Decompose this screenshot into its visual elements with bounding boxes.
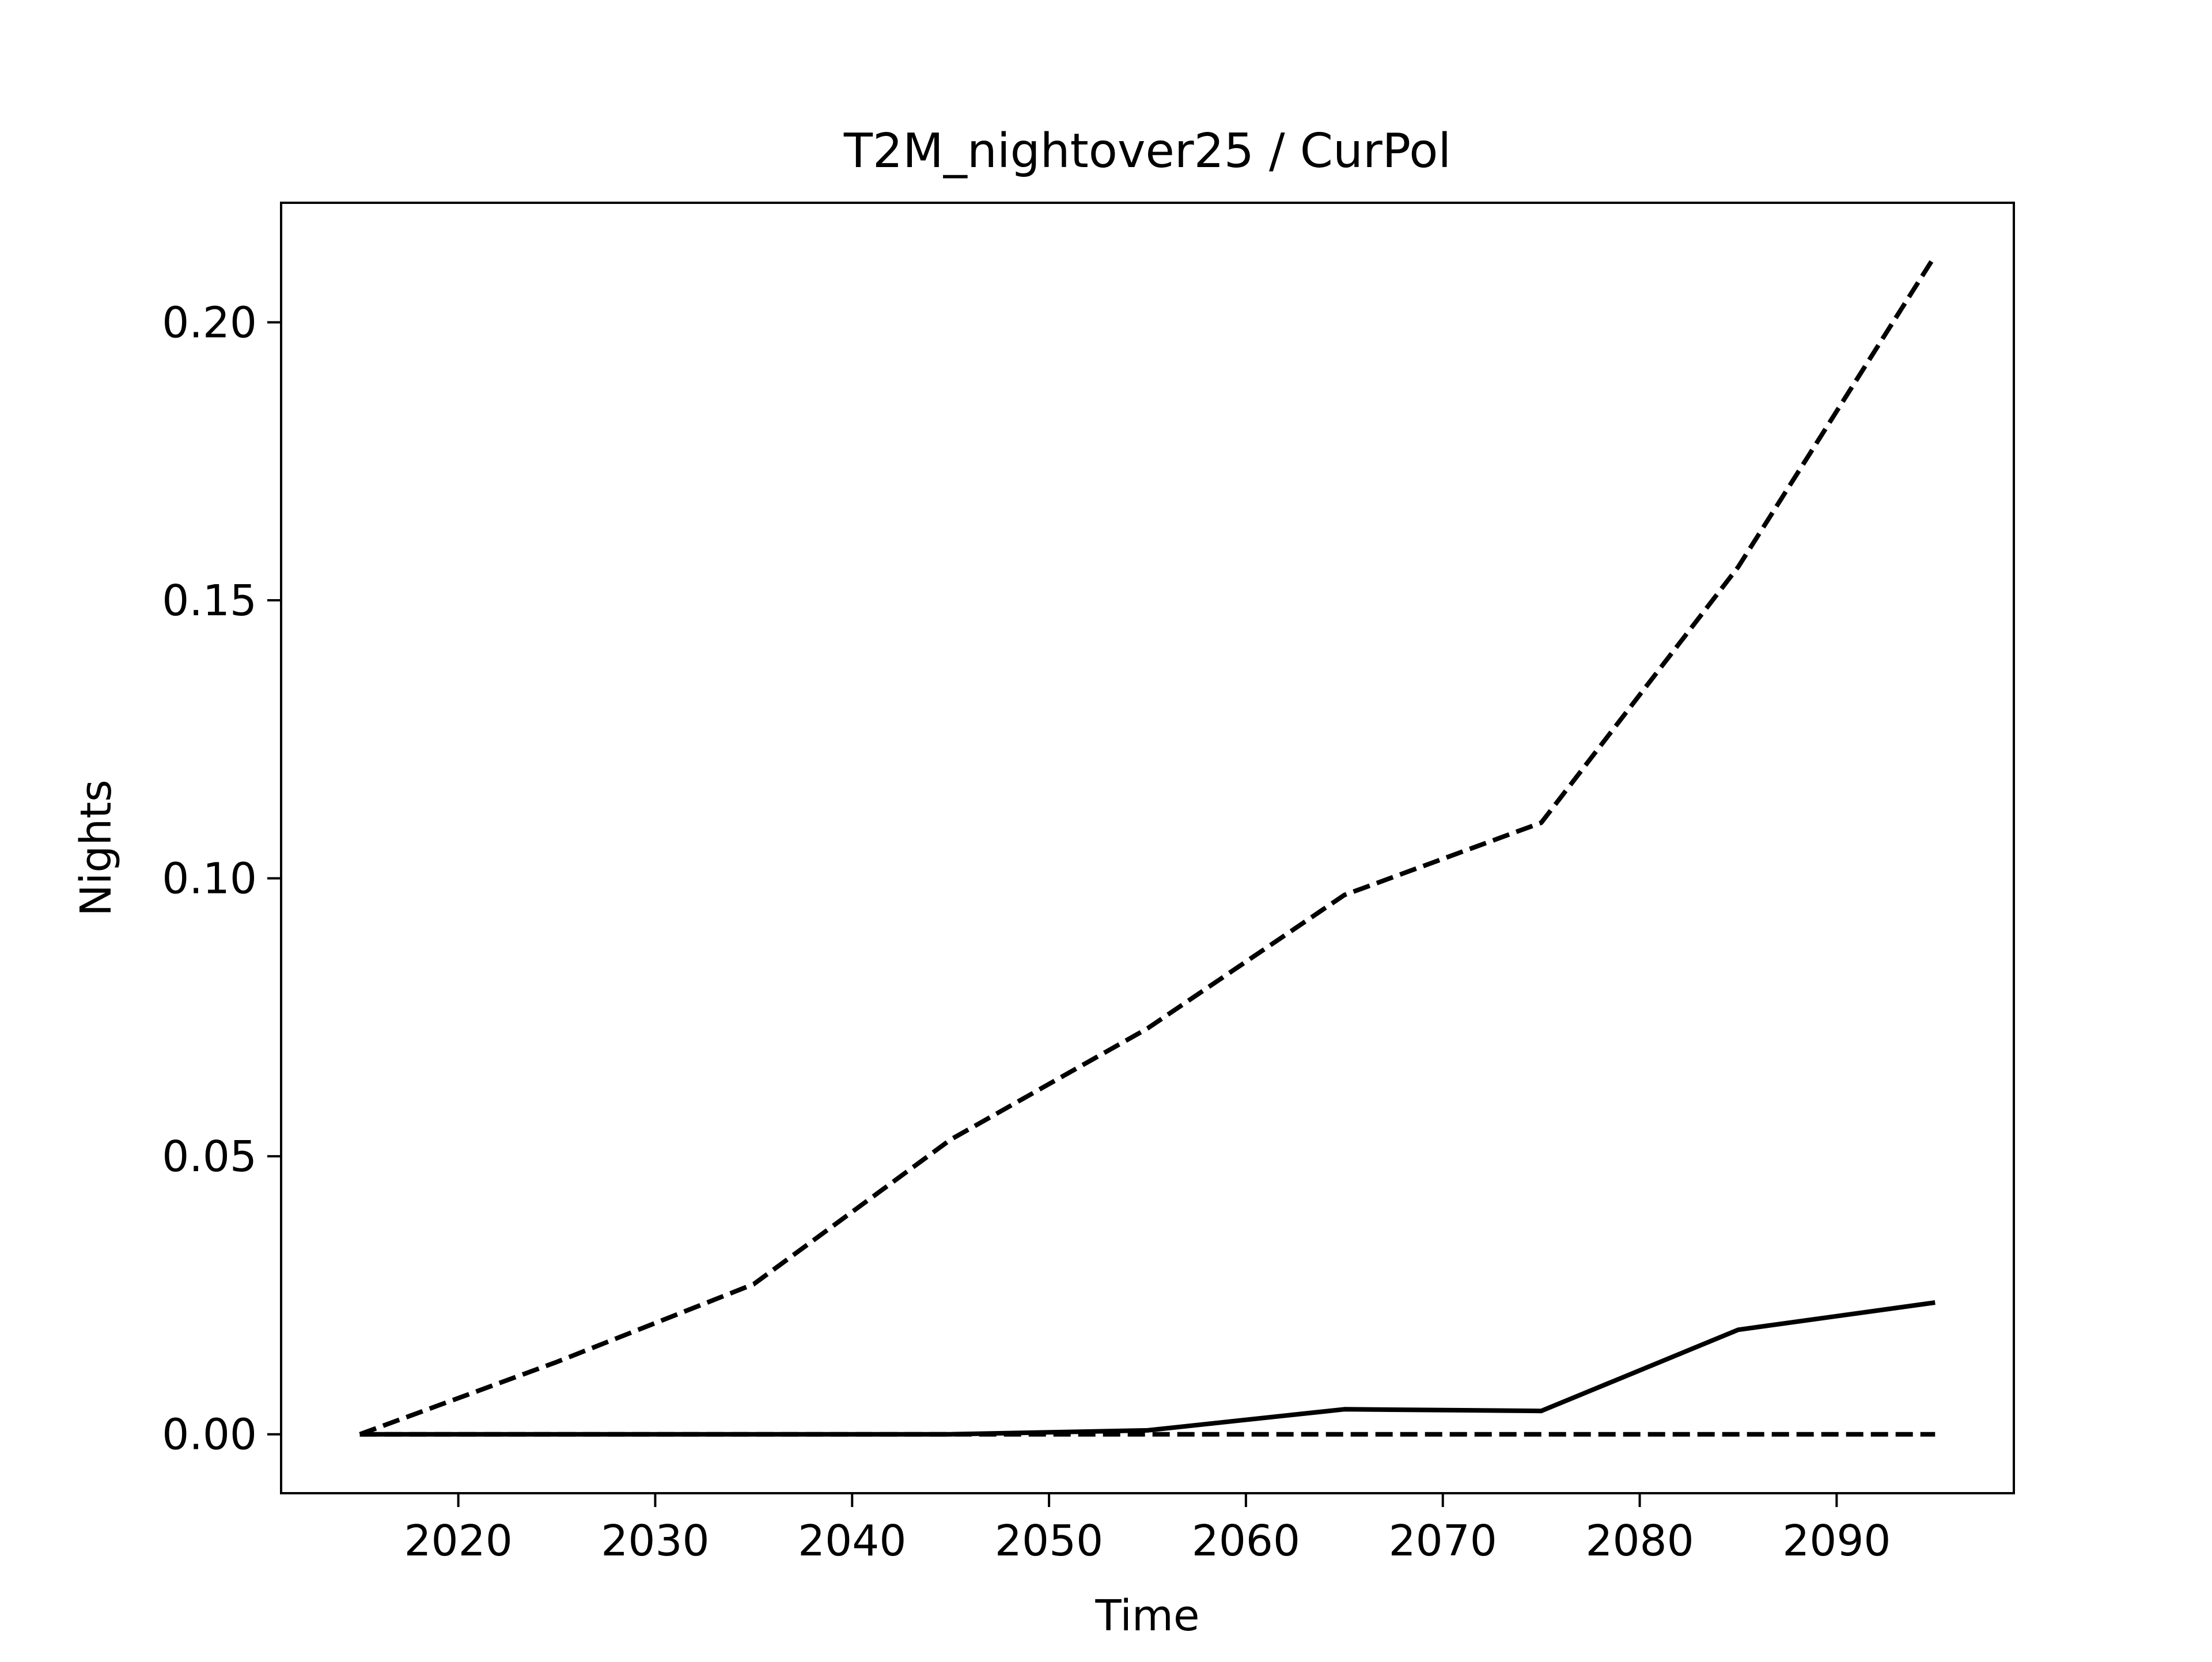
x-tick-label: 2080 <box>1585 1516 1694 1566</box>
x-tick-label: 2040 <box>798 1516 906 1566</box>
x-tick-label: 2090 <box>1782 1516 1891 1566</box>
x-tick-label: 2050 <box>995 1516 1103 1566</box>
x-axis-label: Time <box>1094 1591 1199 1641</box>
x-tick-label: 2020 <box>404 1516 512 1566</box>
y-tick-label: 0.15 <box>162 576 257 626</box>
plot-frame <box>280 202 2015 1494</box>
y-tick-label: 0.05 <box>162 1132 257 1182</box>
y-tick-label: 0.10 <box>162 854 257 904</box>
x-tick-label: 2060 <box>1192 1516 1300 1566</box>
x-axis: 2020 2030 2040 2050 2060 2070 2080 2090 <box>404 1493 1891 1566</box>
x-tick-label: 2070 <box>1389 1516 1497 1566</box>
y-tick-label: 0.20 <box>162 298 257 347</box>
series-line-1 <box>359 254 1937 1437</box>
y-tick-label: 0.00 <box>162 1410 257 1460</box>
y-axis: 0.00 0.05 0.10 0.15 0.20 <box>162 298 281 1460</box>
x-tick-label: 2030 <box>601 1516 709 1566</box>
y-axis-label: Nights <box>71 779 121 916</box>
chart-title: T2M_nightover25 / CurPol <box>843 124 1451 179</box>
series-layer <box>359 254 1937 1437</box>
